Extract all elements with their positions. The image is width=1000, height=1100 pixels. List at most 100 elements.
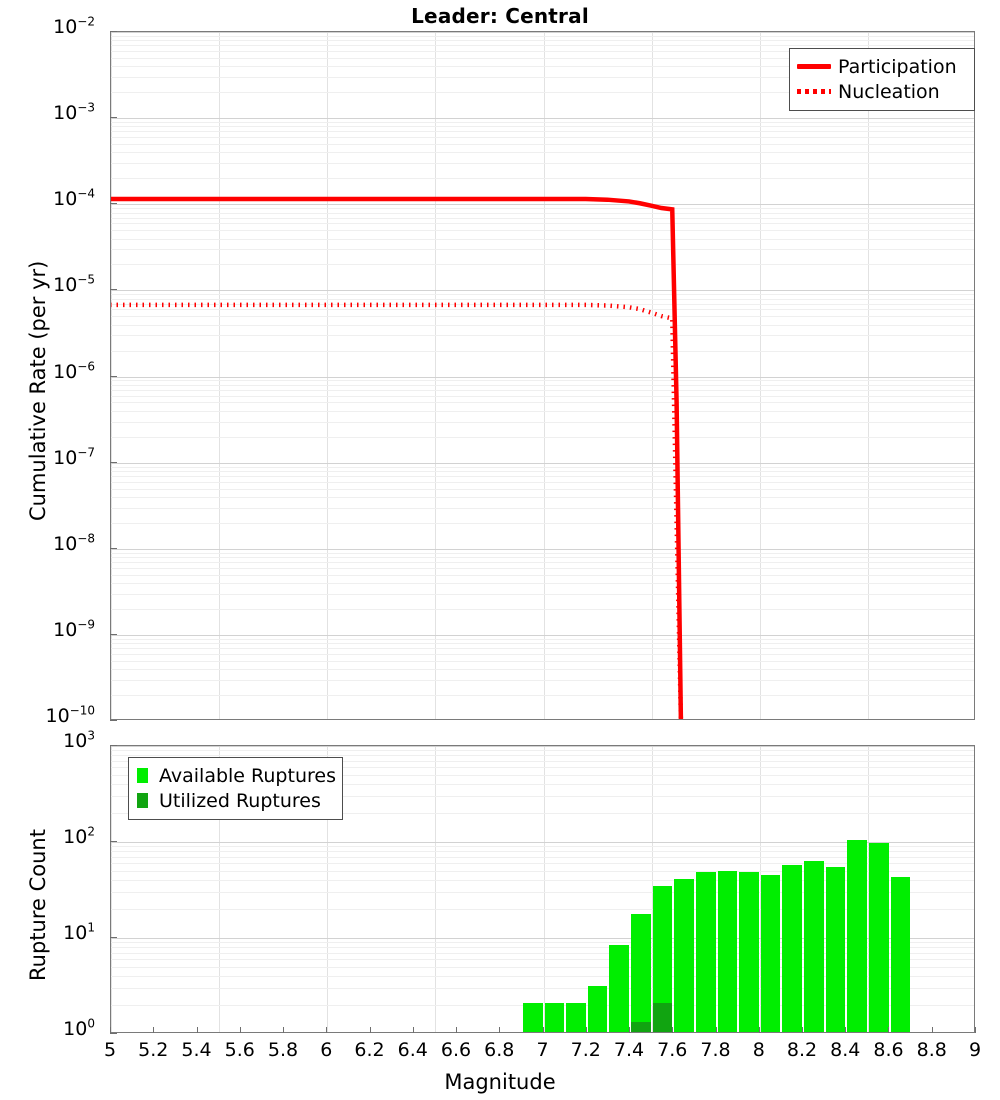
x-axis-tick-mark (240, 1027, 241, 1033)
y-axis-tick-mark (110, 376, 117, 377)
grid-line-vertical (219, 32, 220, 719)
grid-line-horizontal-minor (111, 892, 974, 893)
grid-line-horizontal-minor (111, 467, 974, 468)
y-axis-tick-label: 10−6 (53, 359, 95, 383)
y-axis-tick-mark (110, 31, 117, 32)
grid-line-horizontal-minor (111, 137, 974, 138)
x-axis-tick-mark (153, 1027, 154, 1033)
y-axis-tick-mark (110, 548, 117, 549)
grid-line-horizontal-minor (111, 385, 974, 386)
grid-line-horizontal-major (111, 377, 974, 378)
grid-line-horizontal-minor (111, 767, 974, 768)
grid-line-horizontal-minor (111, 77, 974, 78)
grid-line-horizontal-minor (111, 695, 974, 696)
x-axis-tick-mark (672, 1027, 673, 1033)
grid-line-horizontal-minor (111, 508, 974, 509)
y-axis-tick-mark (110, 203, 117, 204)
x-axis-tick-label: 9 (968, 1039, 982, 1061)
grid-line-horizontal-minor (111, 230, 974, 231)
x-axis-tick-label: 6.4 (397, 1039, 428, 1061)
grid-line-vertical (111, 32, 112, 719)
cumulative-rate-panel (110, 31, 975, 720)
legend-item: Nucleation (797, 79, 966, 104)
x-axis-tick-label: 5.6 (224, 1039, 255, 1061)
grid-line-horizontal-minor (111, 223, 974, 224)
grid-line-horizontal-minor (111, 583, 974, 584)
x-axis-tick-label: 8.8 (916, 1039, 947, 1061)
x-axis-tick-label: 6.8 (484, 1039, 515, 1061)
y-axis-tick-mark (110, 289, 117, 290)
series-nucleation (111, 302, 684, 719)
grid-line-horizontal-minor (111, 325, 974, 326)
grid-line-horizontal-major (111, 463, 974, 464)
grid-line-horizontal-minor (111, 909, 974, 910)
x-axis-tick-label: 5 (103, 1039, 117, 1061)
grid-line-vertical (868, 32, 869, 719)
grid-line-horizontal-minor (111, 755, 974, 756)
grid-line-horizontal-minor (111, 178, 974, 179)
y-axis-tick-label: 10−7 (53, 445, 95, 469)
histogram-bar-available (782, 864, 802, 1032)
histogram-bar-available (609, 945, 629, 1032)
y-axis-tick-label: 102 (63, 824, 95, 848)
x-axis-tick-label: 8.6 (873, 1039, 904, 1061)
color-swatch-icon (136, 768, 152, 783)
histogram-bar-available (825, 867, 846, 1032)
rupture-legend: Available Ruptures Utilized Ruptures (128, 757, 343, 820)
x-axis-tick-mark (370, 1027, 371, 1033)
x-axis-tick-mark (629, 1027, 630, 1033)
grid-line-horizontal-minor (111, 775, 974, 776)
grid-line-vertical (760, 746, 761, 1032)
legend-label: Available Ruptures (159, 764, 336, 787)
grid-line-horizontal-major (111, 938, 974, 939)
x-axis-tick-label: 7.6 (657, 1039, 688, 1061)
y-axis-tick-label: 100 (63, 1016, 95, 1040)
dotted-line-icon (797, 85, 831, 99)
grid-line-horizontal-minor (111, 648, 974, 649)
y-axis-tick-mark (110, 634, 117, 635)
histogram-bar-available (760, 875, 781, 1032)
grid-line-horizontal-minor (111, 654, 974, 655)
grid-line-horizontal-minor (111, 471, 974, 472)
x-axis-tick-mark (759, 1027, 760, 1033)
histogram-bar-available (566, 1003, 586, 1032)
grid-line-horizontal-minor (111, 402, 974, 403)
y-axis-tick-mark (110, 1033, 117, 1034)
grid-line-vertical (435, 746, 436, 1032)
grid-line-horizontal-minor (111, 213, 974, 214)
grid-line-horizontal-minor (111, 568, 974, 569)
grid-line-horizontal-minor (111, 609, 974, 610)
grid-line-horizontal-minor (111, 126, 974, 127)
grid-line-vertical (111, 746, 112, 1032)
color-swatch-icon (136, 793, 152, 808)
y-axis-tick-mark (110, 720, 117, 721)
x-axis-tick-mark (499, 1027, 500, 1033)
grid-line-vertical (760, 32, 761, 719)
grid-line-horizontal-minor (111, 239, 974, 240)
grid-line-horizontal-minor (111, 66, 974, 67)
grid-line-vertical (868, 746, 869, 1032)
y-axis-tick-label: 10−5 (53, 273, 95, 297)
grid-line-horizontal-minor (111, 953, 974, 954)
x-axis-tick-mark (975, 1027, 976, 1033)
grid-line-horizontal-minor (111, 497, 974, 498)
histogram-bar-available (587, 986, 608, 1032)
grid-line-horizontal-minor (111, 557, 974, 558)
grid-line-horizontal-minor (111, 411, 974, 412)
histogram-bar-available (868, 842, 889, 1032)
grid-line-horizontal-minor (111, 264, 974, 265)
histogram-bar-available (652, 886, 673, 1032)
grid-line-horizontal-minor (111, 152, 974, 153)
grid-line-horizontal-minor (111, 796, 974, 797)
grid-line-horizontal-minor (111, 639, 974, 640)
x-axis-tick-label: 6.6 (440, 1039, 472, 1061)
x-axis-tick-mark (413, 1027, 414, 1033)
x-axis-tick-mark (110, 1027, 111, 1033)
grid-line-vertical (544, 32, 545, 719)
y-axis-tick-mark (110, 117, 117, 118)
page-title: Leader: Central (411, 4, 589, 28)
grid-line-horizontal-minor (111, 294, 974, 295)
grid-line-horizontal-minor (111, 36, 974, 37)
histogram-bar-available (804, 860, 824, 1032)
